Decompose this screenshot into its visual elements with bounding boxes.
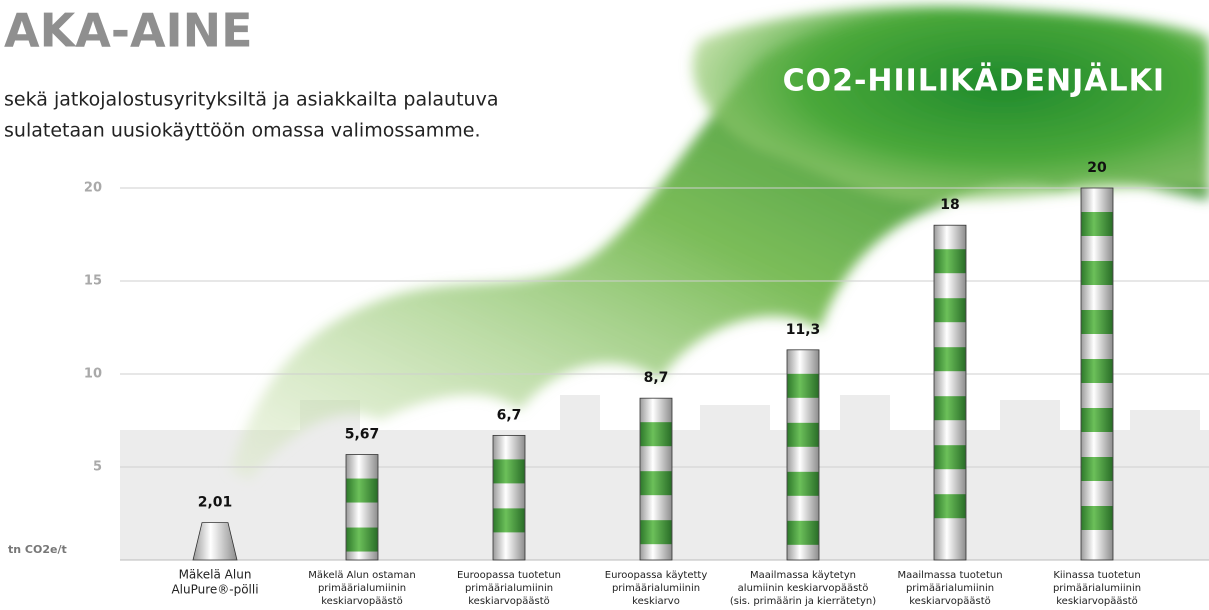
y-axis-label: tn CO2e/t (8, 543, 67, 556)
x-tick-label: AluPure®-pölli (171, 583, 258, 597)
x-tick-label: primäärialumiinin (906, 583, 994, 594)
chimney-stripe (641, 520, 672, 544)
x-tick-label: Maailmassa käytetyn (750, 570, 856, 581)
x-tick-label: keskiarvopäästö (468, 596, 550, 607)
value-label: 8,7 (644, 370, 669, 386)
chimney-stripe (494, 508, 525, 532)
x-tick-label: keskiarvopäästö (1056, 596, 1138, 607)
chimney-stripe (641, 471, 672, 495)
chimney (493, 435, 525, 560)
x-tick-label: Euroopassa käytetty (605, 570, 708, 581)
value-label: 11,3 (786, 322, 821, 338)
x-tick-label: Mäkelä Alun ostaman (308, 570, 416, 581)
x-tick-label: alumiinin keskiarvopäästö (738, 583, 869, 594)
chimney-stripe (1082, 359, 1113, 383)
x-tick-label: primäärialumiinin (318, 583, 406, 594)
intro-text: sekä jatkojalostusyrityksiltä ja asiakka… (4, 89, 498, 111)
x-tick-label: primäärialumiinin (1053, 583, 1141, 594)
y-tick-label: 20 (84, 181, 102, 196)
chimney-stripe (1082, 408, 1113, 432)
chimney-stripe (935, 347, 966, 371)
chimney-stripe (788, 374, 819, 398)
chimney-stripe (494, 459, 525, 483)
chimney-stripe (935, 298, 966, 322)
value-label: 2,01 (198, 495, 233, 511)
value-label: 5,67 (345, 427, 380, 443)
x-tick-label: keskiarvo (632, 596, 680, 607)
value-label: 18 (940, 197, 959, 213)
chimney-stripe (788, 472, 819, 496)
page-title: AKA-AINE (4, 4, 253, 58)
value-label: 20 (1087, 160, 1107, 176)
x-tick-label: Mäkelä Alun (179, 568, 252, 582)
x-tick-label: keskiarvopäästö (321, 596, 403, 607)
x-tick-label: primäärialumiinin (465, 583, 553, 594)
x-tick-label: Maailmassa tuotetun (897, 570, 1002, 581)
x-tick-label: primäärialumiinin (612, 583, 700, 594)
x-tick-label: Kiinassa tuotetun (1053, 570, 1140, 581)
chimney-stripe (935, 396, 966, 420)
chimney-stripe (1082, 212, 1113, 236)
chimney-stripe (788, 423, 819, 447)
chimney-stripe (935, 445, 966, 469)
chimney-stripe (935, 494, 966, 518)
chimney-stripe (1082, 457, 1113, 481)
chimney-stripe (641, 422, 672, 446)
chimney-stripe (1082, 506, 1113, 530)
intro-text: sulatetaan uusiokäyttöön omassa valimoss… (4, 120, 481, 142)
infographic: AKA-AINE sekä jatkojalostusyrityksiltä j… (0, 0, 1209, 610)
chimney-stripe (347, 528, 378, 552)
chimney-stripe (935, 249, 966, 273)
chimney-stripe (788, 521, 819, 545)
chart-title: CO2-HIILIKÄDENJÄLKI (783, 63, 1165, 99)
chimney-stripe (1082, 261, 1113, 285)
chimney-stripe (347, 479, 378, 503)
x-tick-label: (sis. primäärin ja kierrätetyn) (730, 596, 876, 607)
chimney-stripe (1082, 310, 1113, 334)
y-tick-label: 5 (93, 460, 102, 475)
y-tick-label: 10 (84, 367, 102, 382)
x-tick-label: keskiarvopäästö (909, 596, 991, 607)
y-tick-label: 15 (84, 274, 102, 289)
x-tick-label: Euroopassa tuotetun (457, 570, 561, 581)
value-label: 6,7 (497, 407, 522, 423)
